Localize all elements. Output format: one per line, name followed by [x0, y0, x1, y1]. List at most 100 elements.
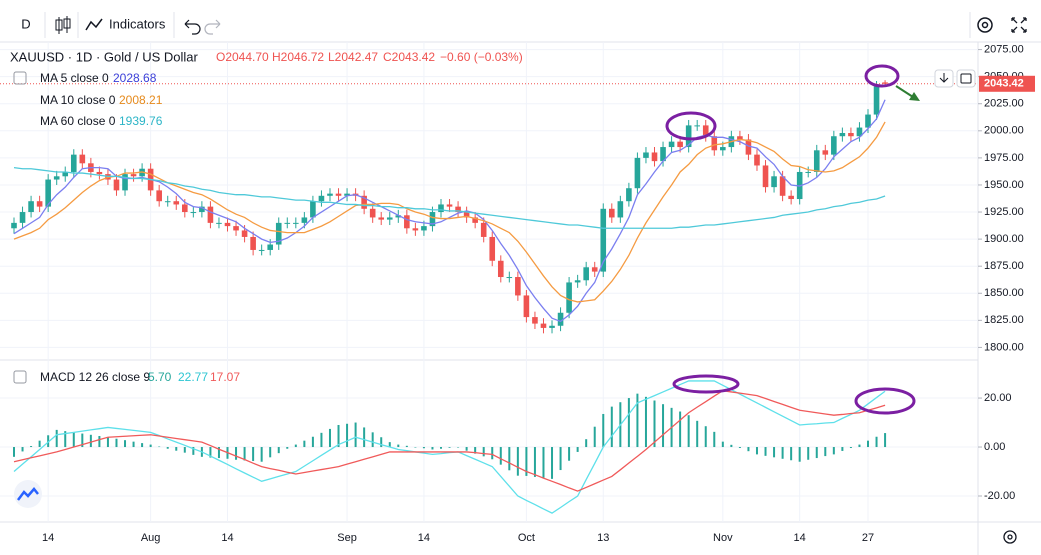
- maximize-pane-button[interactable]: [956, 69, 976, 88]
- axis-settings-button[interactable]: [1003, 530, 1017, 544]
- candle-body: [19, 212, 26, 223]
- candle-body: [344, 193, 350, 196]
- candle-body: [70, 154, 77, 172]
- candle-body: [506, 277, 513, 279]
- histogram-bar: [747, 447, 750, 452]
- x-tick-label: 14: [794, 532, 806, 544]
- fullscreen-button[interactable]: [1011, 17, 1027, 33]
- candle-body: [677, 141, 683, 148]
- candle-body: [258, 249, 265, 251]
- histogram-bar: [89, 434, 92, 448]
- undo-button[interactable]: [184, 19, 201, 35]
- candle-body: [788, 195, 794, 200]
- candle-body: [429, 212, 436, 227]
- layer: [0, 42, 982, 522]
- line-series: [13, 121, 886, 303]
- annotation-arrow: [895, 85, 920, 101]
- histogram-bar: [730, 444, 733, 448]
- x-tick-label: Nov: [713, 532, 733, 544]
- histogram-bar: [576, 447, 579, 452]
- histogram-bar: [815, 447, 818, 459]
- histogram-bar: [849, 447, 852, 449]
- settings-button[interactable]: [977, 17, 993, 33]
- candle-body: [190, 212, 197, 214]
- y-tick-label: 1925.00: [984, 206, 1024, 218]
- histogram-bar: [790, 447, 793, 461]
- histogram-bar: [884, 433, 887, 448]
- histogram-bar: [533, 447, 536, 477]
- candle-body: [609, 208, 615, 218]
- candle-body: [224, 222, 231, 227]
- y-tick-label: 1950.00: [984, 179, 1024, 191]
- legend-value: 1939.76: [119, 114, 163, 128]
- symbol-title: XAUUSD · 1D · Gold / US Dollar: [10, 49, 198, 64]
- collapse-toggle[interactable]: [13, 370, 27, 384]
- histogram-bar: [858, 444, 861, 448]
- histogram-bar: [687, 415, 690, 448]
- layer: [0, 80, 978, 514]
- candle-body: [361, 195, 367, 209]
- y-tick-label: 1825.00: [984, 314, 1024, 326]
- icon: [960, 73, 972, 84]
- histogram-bar: [644, 396, 647, 448]
- histogram-bar: [260, 447, 263, 462]
- histogram-bar: [320, 432, 323, 448]
- candle-body: [404, 215, 410, 229]
- ohlc-close: C2043.42: [383, 50, 435, 64]
- candle-body: [831, 136, 837, 155]
- histogram-bar: [713, 431, 716, 448]
- histogram-bar: [405, 445, 408, 448]
- candle-body: [805, 171, 812, 173]
- histogram-bar: [499, 447, 502, 465]
- candle-body: [156, 190, 162, 202]
- legend: XAUUSD · 1D · Gold / US Dollar O2044.70 …: [10, 49, 523, 384]
- histogram-bar: [755, 447, 758, 455]
- histogram-bar: [679, 411, 682, 448]
- candle-body: [839, 132, 846, 137]
- indicators-button[interactable]: Indicators: [85, 16, 166, 31]
- histogram-bar: [636, 393, 639, 448]
- histogram-bar: [380, 437, 383, 448]
- candle-body: [643, 152, 649, 158]
- candle-body: [182, 204, 188, 213]
- redo-button[interactable]: [204, 19, 221, 35]
- candle-body: [412, 228, 419, 231]
- ohlc-open: O2044.70: [216, 50, 269, 64]
- line-series: [13, 166, 886, 229]
- histogram-bar: [721, 441, 724, 448]
- collapse-toggle[interactable]: [13, 71, 27, 85]
- macd-hist-value: 5.70: [148, 370, 172, 384]
- interval[interactable]: D: [21, 16, 30, 31]
- histogram-bar: [422, 447, 425, 449]
- histogram-bar: [414, 447, 417, 448]
- candle-body: [310, 201, 316, 218]
- candle-body: [301, 217, 308, 223]
- histogram-bar: [457, 447, 460, 448]
- candle-body: [480, 222, 487, 237]
- line-series: [13, 390, 886, 492]
- interval-button[interactable]: D: [21, 16, 30, 31]
- y-tick-label: 1850.00: [984, 287, 1024, 299]
- x-tick-label: Aug: [141, 532, 161, 544]
- histogram-bar: [773, 447, 776, 458]
- logo[interactable]: [14, 480, 42, 508]
- histogram-bar: [337, 424, 340, 448]
- candle-body: [591, 267, 598, 272]
- histogram-bar: [55, 429, 58, 448]
- candle-body: [446, 204, 453, 207]
- histogram-bar: [217, 447, 220, 459]
- candle-body: [711, 136, 718, 151]
- histogram-bar: [124, 440, 127, 448]
- indicators-label[interactable]: Indicators: [109, 16, 166, 31]
- candle-body: [651, 152, 658, 162]
- histogram-bar: [371, 432, 374, 448]
- histogram-bar: [294, 444, 297, 448]
- histogram-bar: [141, 443, 144, 448]
- candle-body: [275, 222, 282, 245]
- macd-title: MACD 12 26 close 9: [40, 370, 150, 384]
- candle-body: [737, 136, 743, 140]
- candle-body: [130, 174, 137, 177]
- pane-buttons: [934, 69, 976, 88]
- chart-type-button[interactable]: [55, 16, 71, 34]
- candle-body: [327, 193, 333, 196]
